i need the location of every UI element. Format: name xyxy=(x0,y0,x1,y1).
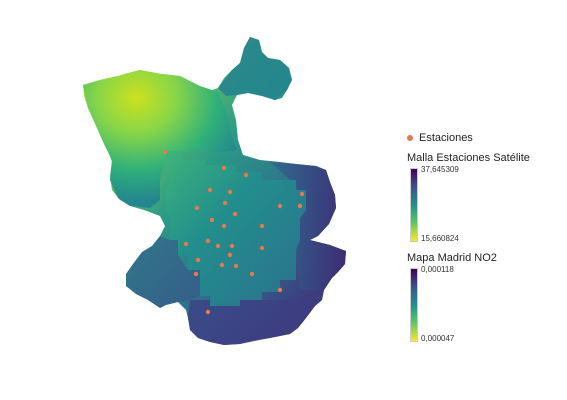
legend-grid-gradient: 37,645309 15,660824 xyxy=(407,165,557,243)
grid-colorbar xyxy=(410,168,418,242)
station-point xyxy=(229,243,235,249)
station-point xyxy=(259,223,265,229)
station-point xyxy=(299,191,305,197)
station-point xyxy=(215,243,221,249)
map-max-label: 0,000118 xyxy=(421,265,454,274)
station-point xyxy=(221,223,227,229)
station-point xyxy=(232,211,238,217)
northeast-arm xyxy=(218,37,292,100)
station-point xyxy=(233,263,239,269)
station-point xyxy=(297,203,303,209)
station-dot-icon xyxy=(407,135,413,141)
station-point xyxy=(193,271,199,277)
station-point xyxy=(243,172,249,178)
north-zone xyxy=(83,70,236,208)
station-point xyxy=(207,187,213,193)
station-point xyxy=(205,238,211,244)
map-colorbar xyxy=(410,268,418,342)
satellite-grid-zone xyxy=(165,150,306,306)
legend-stations-row: Estaciones xyxy=(407,130,557,146)
legend-map-title: Mapa Madrid NO2 xyxy=(407,252,497,264)
station-point xyxy=(227,189,233,195)
legend-map-gradient: 0,000118 0,000047 xyxy=(407,265,557,343)
station-point xyxy=(259,245,265,251)
east-zone xyxy=(270,162,346,290)
grid-max-label: 37,645309 xyxy=(421,165,459,174)
station-point xyxy=(194,205,200,211)
legend-grid-title: Malla Estaciones Satélite xyxy=(407,152,530,164)
map-min-label: 0,000047 xyxy=(421,334,455,343)
grid-min-label: 15,660824 xyxy=(421,234,459,243)
station-point xyxy=(277,287,283,293)
station-point xyxy=(209,217,215,223)
station-point xyxy=(221,165,227,171)
map-legend: Estaciones Malla Estaciones Satélite 37,… xyxy=(407,130,557,343)
station-point xyxy=(249,271,255,277)
legend-stations-label: Estaciones xyxy=(419,132,473,144)
station-point xyxy=(227,252,233,258)
southwest-zone xyxy=(126,236,200,308)
stations-layer xyxy=(162,149,305,315)
station-point xyxy=(205,309,211,315)
station-point xyxy=(277,203,283,209)
station-point xyxy=(219,262,225,268)
station-point xyxy=(183,241,189,247)
station-point xyxy=(222,200,228,206)
station-point xyxy=(195,257,201,263)
station-point xyxy=(162,149,168,155)
